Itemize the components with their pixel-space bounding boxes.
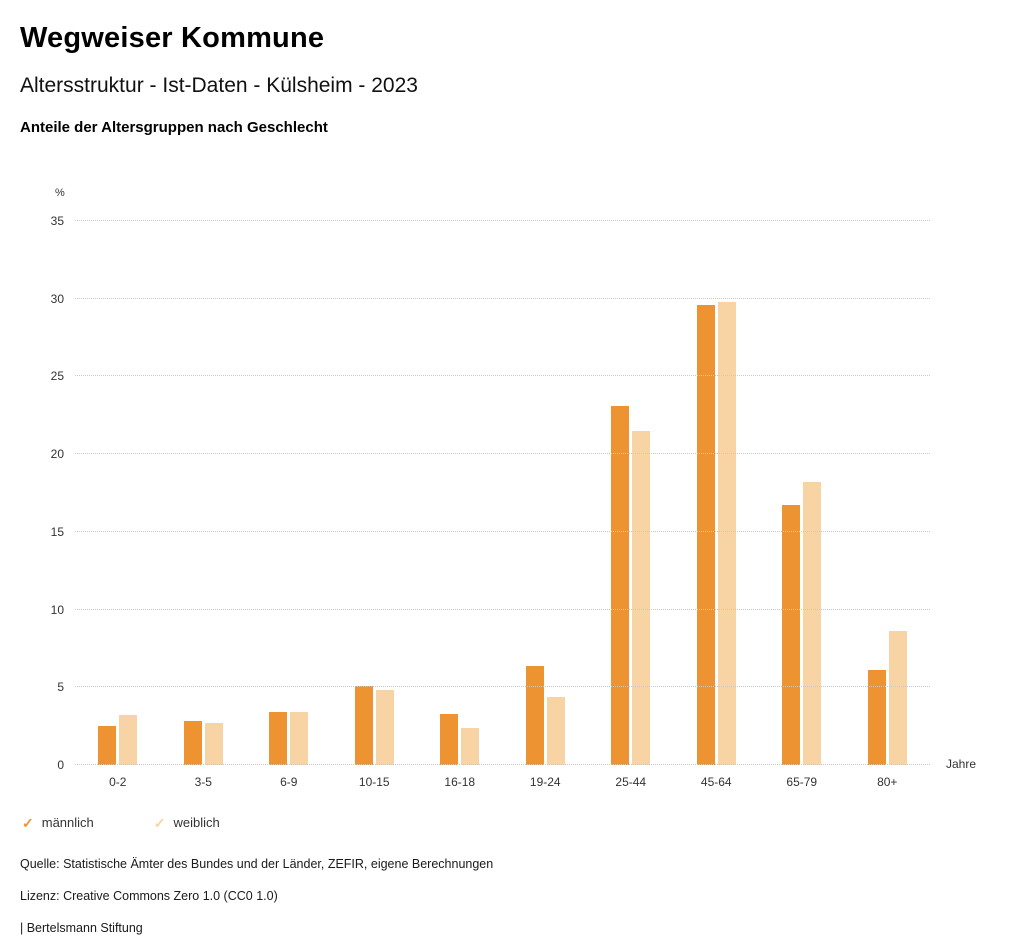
x-tick-label: 6-9 [280,775,298,789]
x-tick-label: 0-2 [109,775,127,789]
bar-weiblich-10-15[interactable] [375,690,394,765]
bar-männlich-10-15[interactable] [354,685,373,765]
legend-label-weiblich: weiblich [173,815,220,830]
bar-group-3-5 [161,221,247,765]
gridline [75,686,930,688]
gridline [75,453,930,455]
checkmark-icon: ✓ [153,814,166,831]
bar-group-10-15 [332,221,418,765]
y-tick-label: 5 [57,680,64,695]
gridline [75,297,930,299]
bar-group-6-9 [246,221,332,765]
bar-männlich-45-64[interactable] [696,304,715,765]
bar-weiblich-16-18[interactable] [461,727,480,765]
bar-weiblich-45-64[interactable] [717,301,736,765]
bar-group-16-18 [417,221,503,765]
bar-weiblich-25-44[interactable] [632,430,651,765]
source-text: Quelle: Statistische Ämter des Bundes un… [20,857,494,871]
plot-area [75,220,930,765]
bar-weiblich-19-24[interactable] [546,696,565,765]
x-tick-label: 25-44 [615,775,647,789]
x-tick-label: 19-24 [529,775,561,789]
x-tick-label: 65-79 [786,775,818,789]
bar-männlich-19-24[interactable] [525,665,544,765]
y-tick-label: 25 [50,369,64,384]
y-axis: 0 5 10 15 20 25 30 35 [30,214,64,772]
bar-männlich-65-79[interactable] [782,505,801,765]
x-tick-label: 3-5 [194,775,212,789]
gridline [75,764,930,765]
bar-weiblich-0-2[interactable] [119,715,138,765]
bar-weiblich-3-5[interactable] [204,723,223,765]
legend-label-maennlich: männlich [41,815,94,830]
bar-group-0-2 [75,221,161,765]
bar-weiblich-6-9[interactable] [290,712,309,765]
attribution-text: | Bertelsmann Stiftung [20,921,143,935]
y-tick-label: 30 [50,291,64,306]
bar-männlich-80+[interactable] [867,670,886,765]
x-tick-label: 10-15 [358,775,390,789]
y-tick-label: 0 [57,758,64,772]
bar-männlich-0-2[interactable] [98,726,117,765]
x-axis-unit-label: Jahre [945,757,976,771]
bar-männlich-3-5[interactable] [183,721,202,765]
x-tick-label: 80+ [877,775,898,789]
legend-item-maennlich[interactable]: ✓ männlich [22,815,94,830]
gridline [75,220,930,221]
x-tick-label: 45-64 [700,775,732,789]
gridline [75,530,930,532]
x-tick-label: 16-18 [444,775,476,789]
bar-männlich-6-9[interactable] [269,712,288,765]
y-tick-label: 20 [50,447,64,462]
license-text: Lizenz: Creative Commons Zero 1.0 (CC0 1… [20,889,278,903]
legend-item-weiblich[interactable]: ✓ weiblich [154,815,220,830]
bar-group-65-79 [759,221,845,765]
page-title: Wegweiser Kommune [20,22,325,54]
bar-männlich-16-18[interactable] [440,713,459,765]
bar-group-19-24 [503,221,589,765]
gridline [75,608,930,610]
y-tick-label: 35 [50,214,64,228]
chart-subtitle: Altersstruktur - Ist-Daten - Külsheim - … [20,74,418,97]
x-axis: 0-2 3-5 6-9 10-15 16-18 19-24 25-44 45-64 65-79 8… [75,775,930,789]
checkmark-icon: ✓ [22,814,34,831]
gridline [75,375,930,377]
y-tick-label: 10 [50,602,64,617]
chart-heading: Anteile der Altersgruppen nach Geschlech… [20,119,328,136]
bar-group-80+ [845,221,931,765]
bar-group-45-64 [674,221,760,765]
bar-chart: % 0 5 10 15 20 25 30 35 Jahre [51,187,976,772]
bar-männlich-25-44[interactable] [611,405,630,765]
bar-weiblich-80+[interactable] [888,631,907,765]
bar-group-25-44 [588,221,674,765]
y-axis-unit-label: % [55,187,65,199]
y-tick-label: 15 [50,524,64,539]
bar-groups [75,221,930,765]
bar-weiblich-65-79[interactable] [803,482,822,765]
legend: ✓ männlich ✓ weiblich [22,815,1004,830]
